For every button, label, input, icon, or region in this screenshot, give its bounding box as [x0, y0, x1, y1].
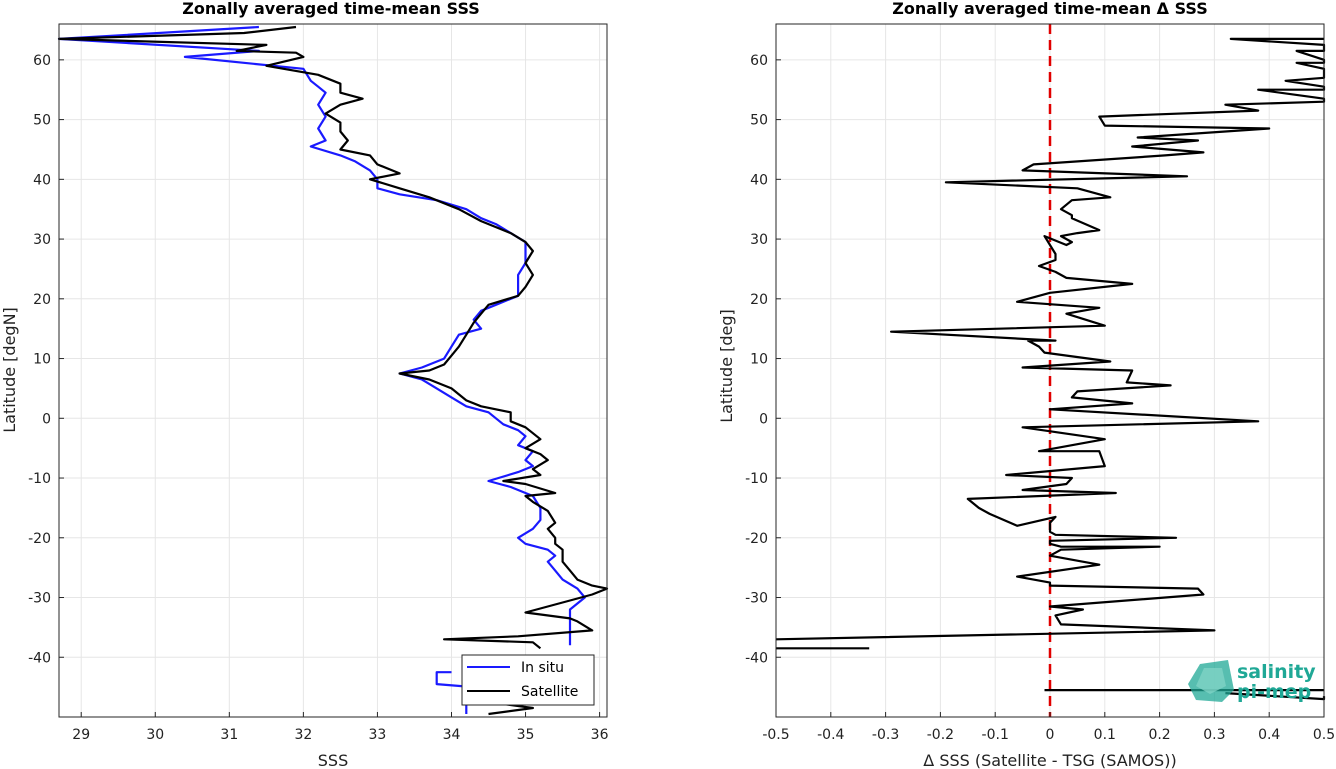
y-tick-label: 30	[33, 232, 51, 248]
x-axis-label: Δ SSS (Satellite - TSG (SAMOS))	[923, 751, 1176, 769]
legend-box	[461, 654, 595, 706]
y-tick-label: -30	[28, 591, 51, 607]
legend: In situ Satellite	[461, 654, 595, 706]
x-tick-label: 33	[369, 727, 387, 743]
x-tick-label: 35	[517, 727, 535, 743]
y-axis-label: Latitude [degN]	[0, 307, 19, 433]
logo-text: salinity	[1237, 661, 1316, 683]
x-tick-label: -0.3	[872, 727, 899, 743]
x-tick-label: 0.1	[1094, 727, 1116, 743]
x-tick-label: -0.4	[817, 727, 844, 743]
x-tick-label: 0.3	[1203, 727, 1225, 743]
x-axis-label: SSS	[318, 751, 348, 769]
y-tick-label: -40	[745, 650, 768, 666]
plot-frame	[58, 23, 608, 718]
y-tick-label: -20	[745, 531, 768, 547]
series-line-in-situ	[435, 671, 474, 689]
grid	[59, 24, 607, 717]
series-line-satellite	[57, 25, 609, 650]
chart-title: Zonally averaged time-mean SSS	[182, 0, 480, 18]
y-tick-label: -30	[745, 591, 768, 607]
tick-labels: -0.5 -0.4 -0.3 -0.2 -0.1 0 0.1 0.2 0.3 0.4 0.5 -40 -…	[745, 53, 1335, 743]
y-tick-label: 20	[33, 292, 51, 308]
y-tick-label: 30	[750, 232, 768, 248]
series-line-in-situ	[57, 25, 586, 646]
logo-subtext: pi-mep	[1237, 681, 1311, 703]
series-group	[775, 24, 1326, 717]
y-tick-label: -10	[28, 471, 51, 487]
x-tick-label: 0	[1046, 727, 1055, 743]
delta-sss-panel: Zonally averaged time-mean Δ SSS -0.5 -0.…	[717, 0, 1335, 769]
y-tick-label: 60	[33, 53, 51, 69]
y-tick-label: -40	[28, 650, 51, 666]
x-tick-label: -0.2	[927, 727, 954, 743]
y-tick-label: 40	[33, 172, 51, 188]
x-tick-label: 32	[294, 727, 312, 743]
series-group	[57, 25, 609, 716]
y-tick-label: 0	[759, 411, 768, 427]
series-line-delta-sss	[775, 37, 1326, 641]
x-tick-label: 34	[443, 727, 461, 743]
x-tick-label: -0.1	[982, 727, 1009, 743]
y-tick-label: -10	[745, 471, 768, 487]
y-tick-label: 20	[750, 292, 768, 308]
tick-labels: 29 30 31 32 33 34 35 36 -40 -30 -20 -10 0 10 20 30 40 50 6…	[28, 53, 608, 743]
salinity-pi-mep-logo: salinity pi-mep	[1188, 660, 1316, 703]
sss-panel: Zonally averaged time-mean SSS 29 30 31 32 3…	[0, 0, 609, 769]
x-tick-label: 36	[591, 727, 609, 743]
logo-mark-inner-icon	[1196, 668, 1226, 694]
y-tick-label: 10	[33, 352, 51, 368]
y-tick-label: -20	[28, 531, 51, 547]
x-tick-label: 0.4	[1258, 727, 1280, 743]
legend-label-in-situ: In situ	[521, 660, 564, 676]
chart-title: Zonally averaged time-mean Δ SSS	[892, 0, 1208, 18]
legend-label-satellite: Satellite	[521, 684, 578, 700]
x-tick-label: 0.2	[1148, 727, 1170, 743]
y-tick-label: 60	[750, 53, 768, 69]
x-tick-label: 31	[220, 727, 238, 743]
y-tick-label: 40	[750, 172, 768, 188]
y-tick-label: 10	[750, 352, 768, 368]
y-axis-label: Latitude [deg]	[717, 309, 736, 423]
x-tick-label: 0.5	[1313, 727, 1335, 743]
y-tick-label: 0	[42, 411, 51, 427]
x-tick-label: -0.5	[762, 727, 789, 743]
y-tick-label: 50	[33, 113, 51, 129]
y-tick-label: 50	[750, 113, 768, 129]
x-tick-label: 30	[146, 727, 164, 743]
x-tick-label: 29	[72, 727, 90, 743]
